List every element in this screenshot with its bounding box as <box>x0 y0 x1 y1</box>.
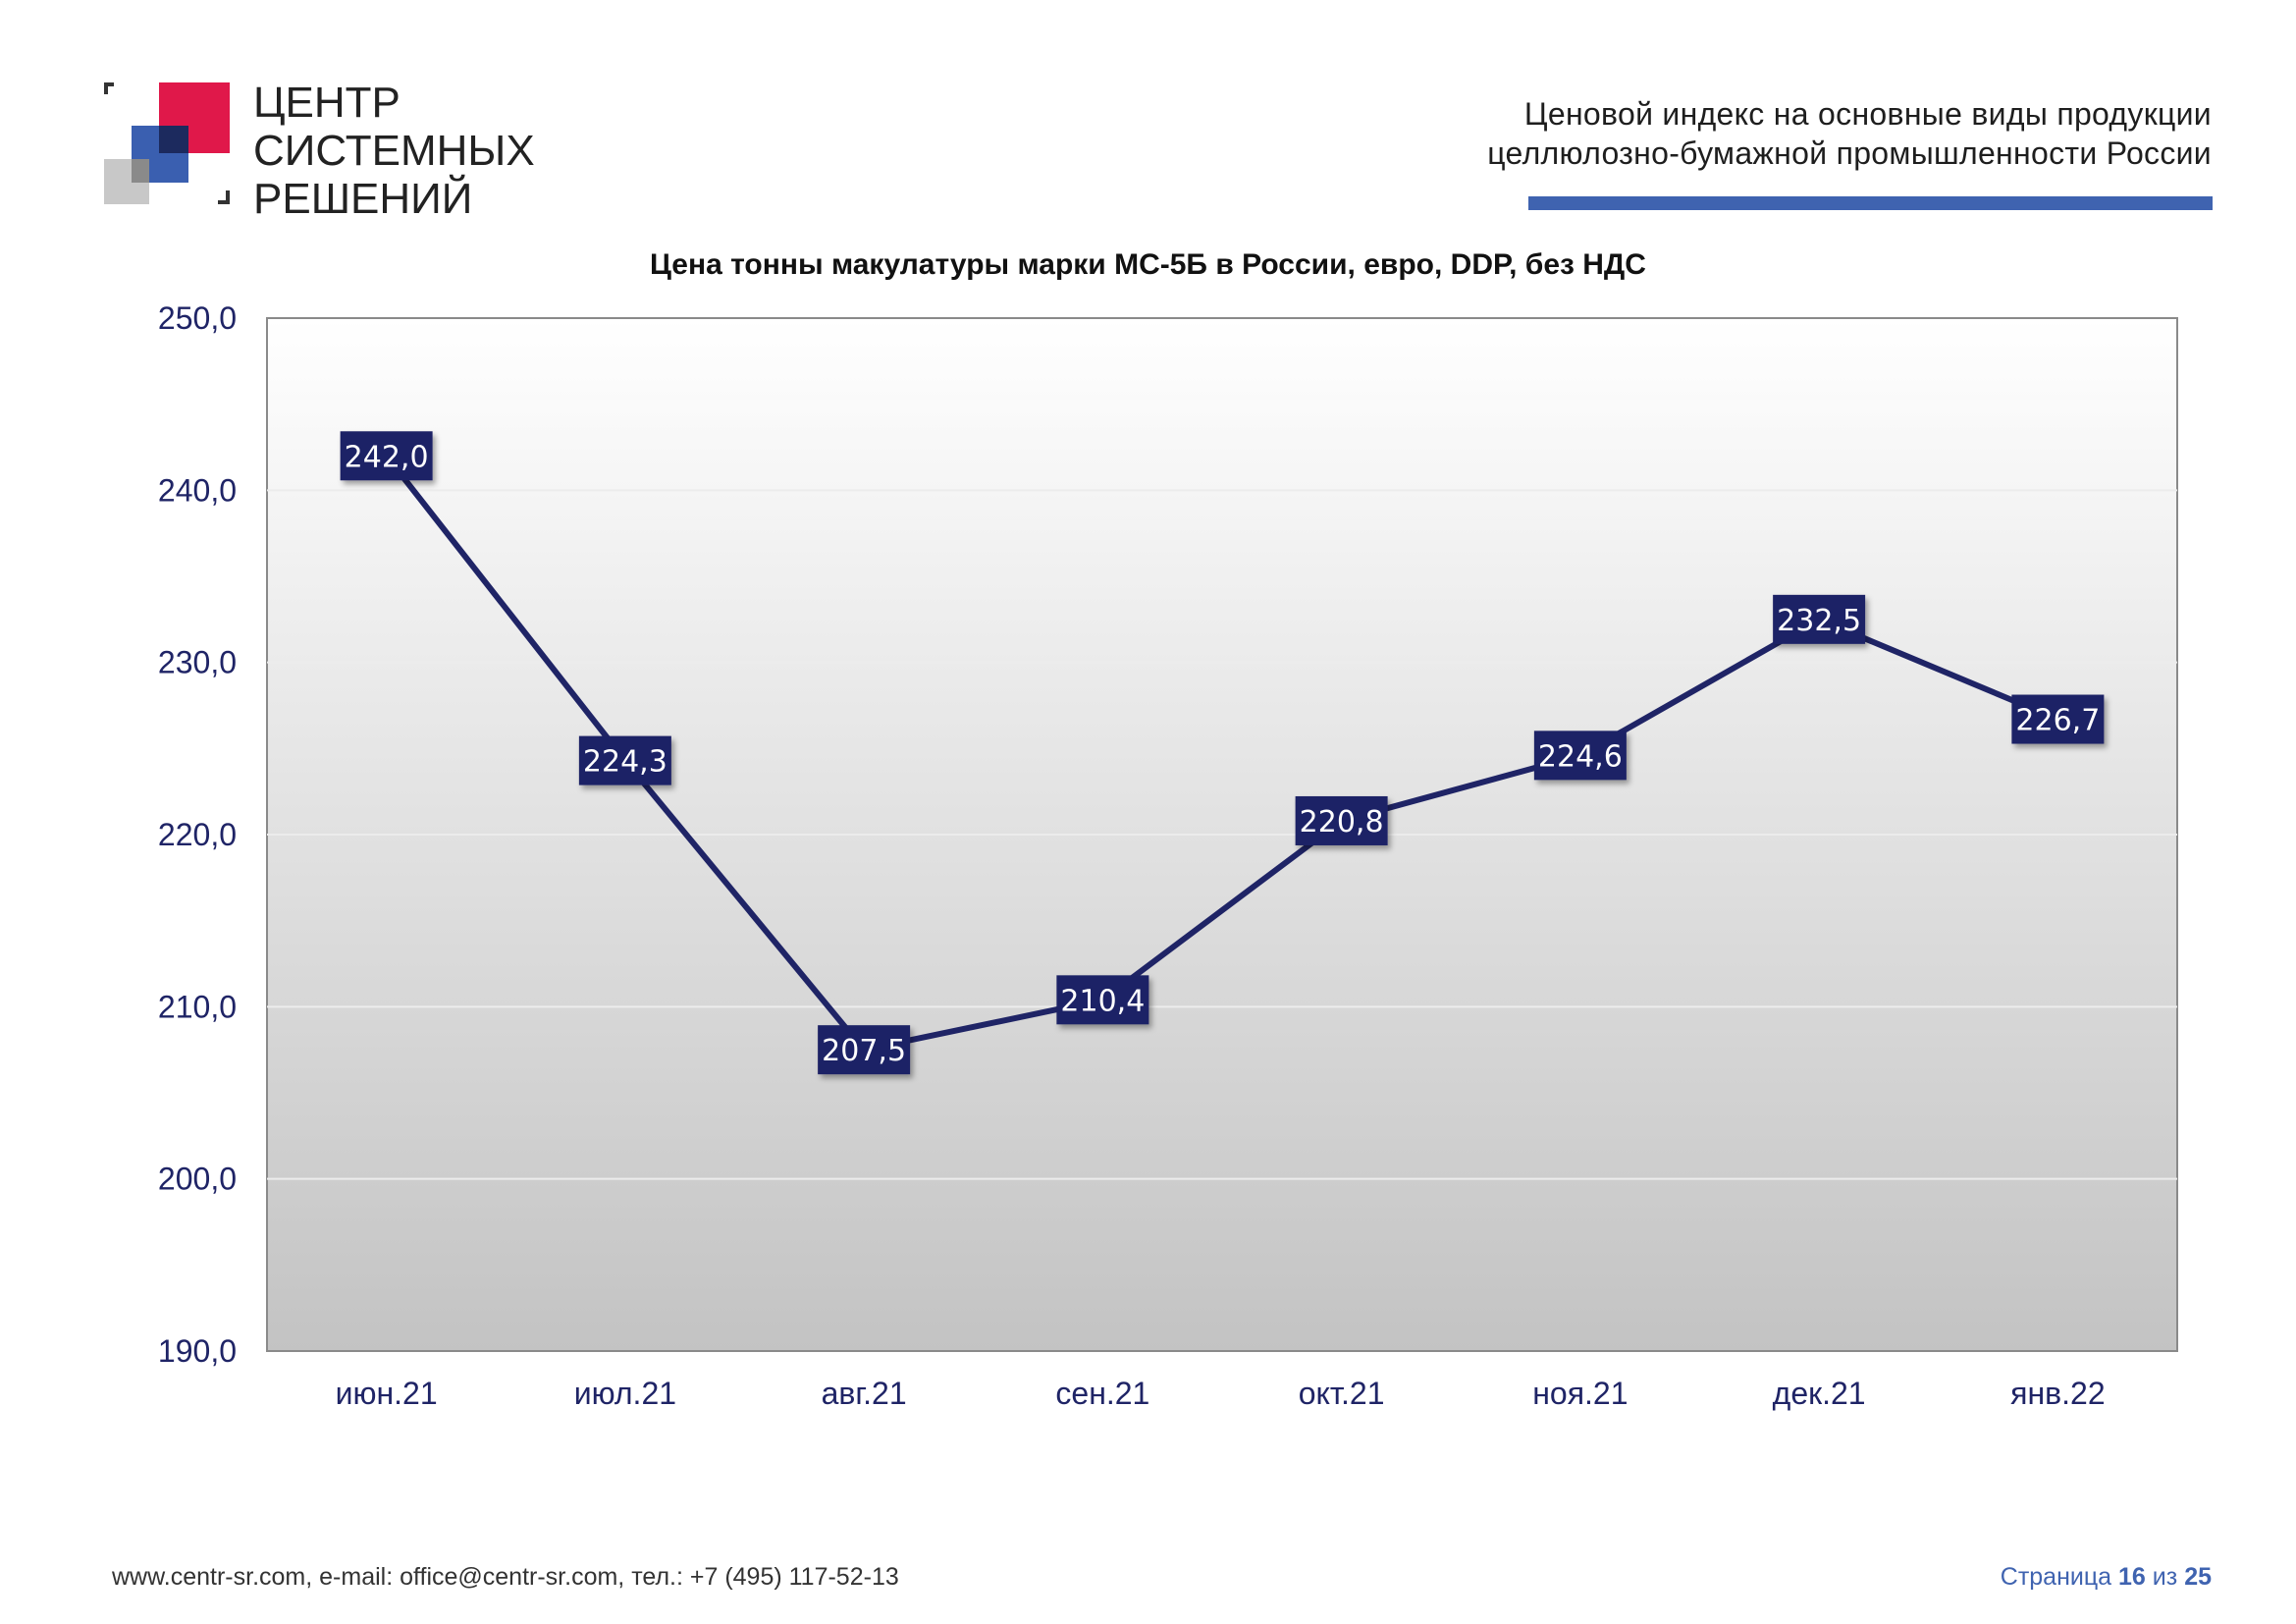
report-title-line-2: целлюлозно-бумажной промышленности Росси… <box>1487 135 2212 171</box>
x-tick-label: дек.21 <box>1773 1376 1866 1411</box>
page-total: 25 <box>2184 1563 2212 1591</box>
y-tick-label: 220,0 <box>158 817 237 852</box>
logo-line-2: СИСТЕМНЫХ <box>253 127 535 175</box>
x-axis-ticks: июн.21 июл.21 авг.21 сен.21 окт.21 ноя.21 дек.… <box>336 1376 2106 1411</box>
x-tick-label: окт.21 <box>1299 1376 1385 1411</box>
gridlines <box>267 489 2177 1180</box>
header-accent-bar <box>1528 196 2213 210</box>
logo-corner-bottom <box>218 200 230 204</box>
data-label-box <box>578 735 671 785</box>
x-tick-label: июл.21 <box>574 1376 676 1411</box>
data-label-box <box>1773 594 1866 644</box>
logo-line-3: РЕШЕНИЙ <box>253 175 473 223</box>
report-title: Ценовой индекс на основные виды продукци… <box>1466 94 2212 173</box>
data-label-text: 242,0 <box>345 440 429 474</box>
x-tick-label: янв.22 <box>2010 1376 2105 1411</box>
data-label: 242,0 <box>340 431 433 481</box>
data-label-box <box>818 1025 911 1075</box>
y-tick-label: 250,0 <box>158 300 237 336</box>
company-logo: ЦЕНТР СИСТЕМНЫХ РЕШЕНИЙ <box>102 79 535 223</box>
chart-title: Цена тонны макулатуры марки МС-5Б в Росс… <box>650 248 1646 281</box>
data-label-text: 220,8 <box>1300 805 1384 839</box>
page-sep: из <box>2152 1563 2178 1591</box>
data-label-text: 210,4 <box>1060 984 1145 1018</box>
data-label-box <box>1056 975 1149 1025</box>
data-label-text: 224,6 <box>1538 739 1623 774</box>
logo-corner-bottom-v <box>226 190 230 204</box>
data-label-box <box>1295 795 1388 845</box>
data-labels: 242,0 224,3 207,5 210,4 220,8 224,6 232,5 226,7 <box>340 431 2105 1075</box>
data-label-box <box>340 431 433 481</box>
x-tick-label: ноя.21 <box>1532 1376 1628 1411</box>
logo-square-navy <box>159 126 188 153</box>
y-axis-ticks: 190,0 200,0 210,0 220,0 230,0 240,0 250,0 <box>158 300 237 1369</box>
data-label: 224,6 <box>1533 731 1627 781</box>
data-label-text: 207,5 <box>822 1034 906 1068</box>
data-label-text: 226,7 <box>2015 704 2100 738</box>
x-tick-label: сен.21 <box>1055 1376 1149 1411</box>
x-tick-label: июн.21 <box>336 1376 438 1411</box>
data-label-box <box>2011 694 2105 744</box>
data-label: 210,4 <box>1056 975 1149 1025</box>
logo-square-darkgray <box>132 159 149 183</box>
page-number: Страница 16 из 25 <box>2001 1563 2212 1592</box>
report-title-line-1: Ценовой индекс на основные виды продукци… <box>1523 96 2212 132</box>
y-tick-label: 190,0 <box>158 1333 237 1369</box>
page-prefix: Страница <box>2000 1563 2112 1591</box>
y-tick-label: 230,0 <box>158 645 237 680</box>
data-label: 232,5 <box>1773 594 1866 644</box>
logo-line-1: ЦЕНТР <box>253 79 400 127</box>
data-label: 226,7 <box>2011 694 2105 744</box>
logo-corner-top <box>104 82 114 86</box>
logo-corner-top-v <box>104 82 108 94</box>
logo-text: ЦЕНТР СИСТЕМНЫХ РЕШЕНИЙ <box>253 79 535 223</box>
data-label-text: 232,5 <box>1777 604 1861 638</box>
data-label-box <box>1533 731 1627 781</box>
data-label-text: 224,3 <box>583 745 667 780</box>
y-tick-label: 210,0 <box>158 989 237 1024</box>
footer-contacts: www.centr-sr.com, e-mail: office@centr-s… <box>112 1563 899 1591</box>
x-tick-label: авг.21 <box>822 1376 907 1411</box>
y-tick-label: 240,0 <box>158 472 237 508</box>
data-label: 220,8 <box>1295 795 1388 845</box>
data-label: 224,3 <box>578 735 671 785</box>
y-tick-label: 200,0 <box>158 1162 237 1197</box>
data-label: 207,5 <box>818 1025 911 1075</box>
page-current: 16 <box>2118 1563 2146 1591</box>
